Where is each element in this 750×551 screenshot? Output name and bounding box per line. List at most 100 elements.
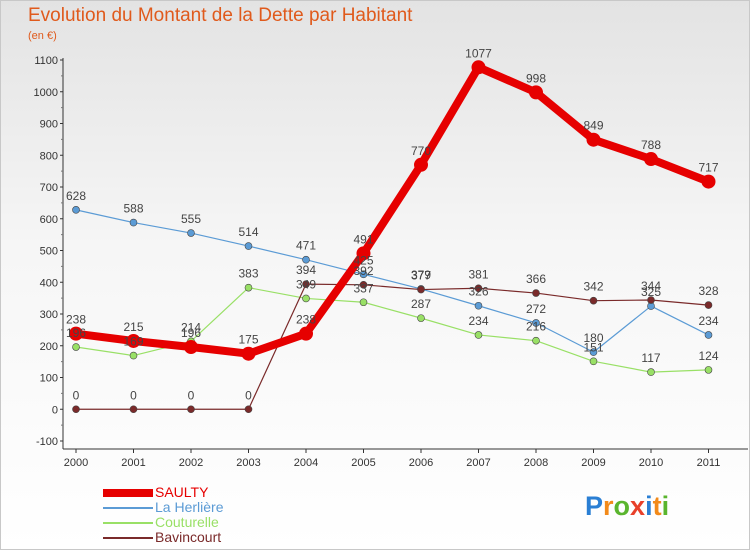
data-point	[244, 283, 253, 292]
data-point	[72, 343, 80, 351]
legend-label: Bavincourt	[155, 529, 222, 545]
data-label: 337	[353, 281, 373, 295]
logo-letter: P	[585, 491, 604, 521]
data-point	[586, 132, 601, 147]
data-label: 124	[698, 349, 718, 363]
series-2	[72, 283, 713, 376]
data-point	[644, 152, 658, 167]
data-label: 381	[468, 267, 488, 281]
data-point	[704, 331, 713, 339]
logo-letter: r	[603, 491, 614, 521]
x-tick-label: 2006	[409, 457, 433, 469]
data-point	[704, 366, 713, 374]
data-label: 628	[66, 189, 86, 203]
series-line	[75, 283, 710, 410]
data-label: 1077	[465, 46, 492, 60]
chart-title: Evolution du Montant de la Dette par Hab…	[28, 5, 413, 26]
data-label: 0	[188, 388, 195, 402]
data-label: 0	[245, 388, 252, 402]
data-label: 328	[698, 284, 718, 298]
data-point	[72, 405, 80, 414]
data-point	[529, 85, 543, 100]
data-point	[359, 270, 368, 279]
data-point	[244, 242, 253, 250]
series-0	[69, 60, 716, 361]
data-point	[184, 340, 198, 355]
data-point	[532, 289, 540, 297]
x-tick-label: 2000	[64, 457, 88, 469]
data-label: 588	[123, 202, 143, 216]
data-label: 196	[181, 326, 201, 340]
data-label: 234	[698, 314, 718, 328]
data-point	[474, 284, 483, 293]
data-label: 196	[66, 326, 86, 340]
y-tick-label: -100	[36, 436, 58, 448]
data-label: 379	[411, 268, 431, 282]
data-label: 0	[130, 388, 137, 402]
data-label: 214	[181, 320, 201, 334]
data-label: 272	[526, 302, 546, 316]
data-point	[69, 326, 83, 341]
data-label: 326	[468, 285, 488, 299]
data-label: 717	[698, 161, 718, 175]
data-label: 169	[123, 335, 143, 349]
x-tick-label: 2004	[294, 457, 318, 469]
data-point	[417, 314, 425, 322]
y-tick-label: 300	[40, 309, 58, 321]
data-point	[302, 294, 310, 303]
data-point	[474, 301, 483, 310]
data-label: 849	[583, 119, 603, 133]
data-label: 342	[583, 280, 603, 294]
legend-swatch	[103, 507, 153, 509]
data-point	[129, 218, 138, 227]
data-label: 471	[296, 239, 316, 253]
data-label: 325	[641, 285, 661, 299]
data-label: 234	[468, 314, 488, 328]
legend-swatch	[103, 522, 153, 524]
data-point	[72, 206, 80, 214]
logo-letter: i	[661, 491, 670, 521]
data-label: 555	[181, 212, 201, 226]
x-tick-label: 2008	[524, 457, 548, 469]
x-tick-label: 2011	[697, 457, 721, 469]
y-tick-label: 200	[40, 341, 58, 353]
logo-letter: x	[630, 491, 646, 521]
legend-swatch	[103, 537, 153, 539]
data-label: 788	[641, 138, 661, 152]
data-label: 215	[123, 320, 143, 334]
data-label: 491	[353, 232, 373, 246]
y-tick-label: 700	[40, 182, 58, 194]
data-point	[589, 348, 598, 356]
data-label: 238	[66, 313, 86, 327]
logo-letter: o	[613, 491, 631, 521]
data-point	[704, 301, 713, 309]
data-label: 180	[583, 331, 603, 345]
data-point	[302, 280, 310, 288]
data-label: 392	[353, 264, 373, 278]
data-label: 770	[411, 144, 431, 158]
x-tick-label: 2010	[639, 457, 663, 469]
data-point	[359, 280, 368, 289]
y-tick-label: 500	[40, 246, 58, 258]
data-label: 216	[526, 320, 546, 334]
logo-letter: i	[645, 491, 653, 521]
logo-letter: t	[652, 491, 662, 521]
data-point	[532, 336, 540, 345]
x-tick-label: 2007	[466, 457, 490, 469]
x-tick-label: 2001	[121, 457, 145, 469]
data-point	[244, 405, 253, 414]
data-label: 287	[411, 297, 431, 311]
data-label: 238	[296, 313, 316, 327]
data-label: 425	[353, 253, 373, 267]
chart-unit: (en €)	[28, 30, 57, 42]
data-label: 175	[238, 333, 258, 347]
series-1	[72, 206, 713, 356]
data-label: 394	[296, 263, 316, 277]
series-line	[75, 209, 710, 353]
y-tick-label: 900	[40, 119, 58, 131]
data-point	[647, 296, 655, 304]
data-label: 344	[641, 279, 661, 293]
data-point	[187, 229, 195, 237]
series-3	[72, 280, 713, 414]
